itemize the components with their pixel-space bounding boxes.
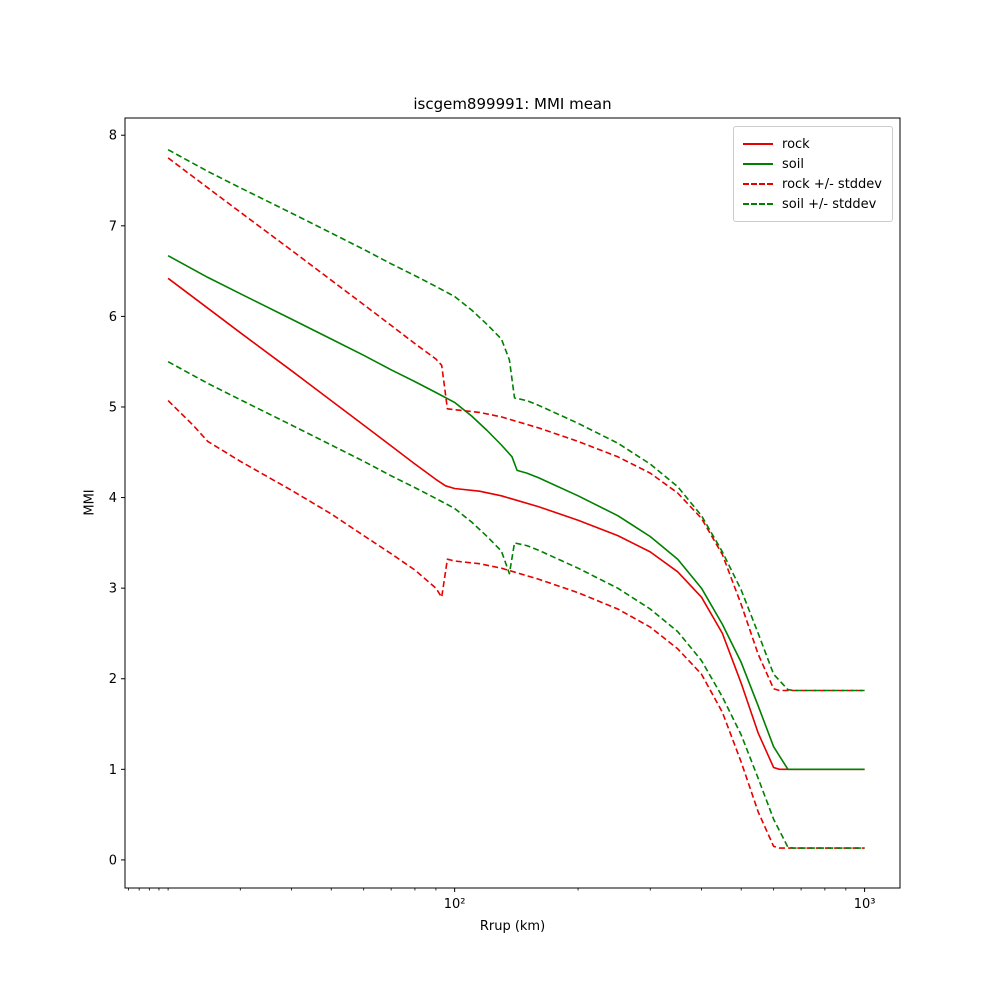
rock-line-sample bbox=[743, 143, 774, 145]
series-soil-plus-stddev-line bbox=[167, 148, 865, 692]
series-rock-minus-stddev-line bbox=[167, 400, 865, 849]
y-tick-label: 8 bbox=[109, 129, 117, 144]
plot-frame bbox=[124, 117, 901, 889]
y-tick-label: 4 bbox=[109, 491, 117, 506]
series-rock-plus-stddev-line bbox=[167, 157, 865, 692]
y-tick-label: 5 bbox=[109, 400, 117, 415]
series-soil-minus-stddev-line bbox=[167, 360, 865, 849]
x-tick-label: 10³ bbox=[854, 897, 876, 912]
series-soil-line bbox=[167, 254, 865, 771]
y-axis-label: MMI bbox=[82, 489, 98, 516]
y-tick-label: 3 bbox=[109, 582, 117, 597]
legend-entry-soil-stddev: soil +/- stddev bbox=[743, 194, 882, 214]
y-tick-label: 6 bbox=[109, 310, 117, 325]
legend-entry-rock: rock bbox=[743, 134, 882, 154]
legend-entry-soil: soil bbox=[743, 154, 882, 174]
y-tick-label: 2 bbox=[109, 672, 117, 687]
rock-stddev-line-sample bbox=[743, 183, 774, 185]
legend: rock soil rock +/- stddev soil +/- stdde… bbox=[733, 126, 893, 222]
chart-title: iscgem899991: MMI mean bbox=[413, 95, 612, 113]
legend-label-soil-stddev: soil +/- stddev bbox=[782, 196, 877, 212]
x-tick-label: 10² bbox=[444, 897, 466, 912]
soil-stddev-line-sample bbox=[743, 203, 774, 205]
legend-label-rock: rock bbox=[782, 136, 810, 152]
y-tick-label: 1 bbox=[109, 763, 117, 778]
legend-label-soil: soil bbox=[782, 156, 804, 172]
y-tick-label: 7 bbox=[109, 219, 117, 234]
y-tick-label: 0 bbox=[109, 853, 117, 868]
soil-line-sample bbox=[743, 163, 774, 165]
legend-entry-rock-stddev: rock +/- stddev bbox=[743, 174, 882, 194]
series-rock-line bbox=[167, 277, 865, 771]
x-axis-label: Rrup (km) bbox=[479, 919, 546, 934]
legend-label-rock-stddev: rock +/- stddev bbox=[782, 176, 882, 192]
